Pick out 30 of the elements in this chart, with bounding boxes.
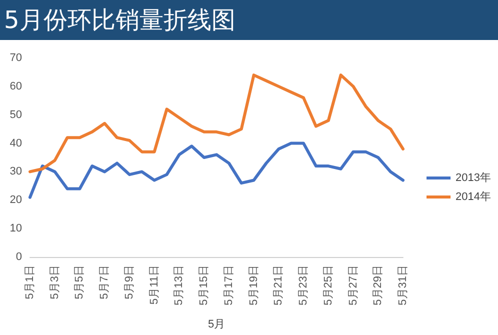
x-tick-label: 5月25日	[322, 265, 334, 306]
x-tick-label: 5月17日	[222, 265, 235, 306]
y-tick-label: 10	[10, 222, 22, 235]
y-tick-label: 20	[10, 194, 22, 206]
y-tick-label: 40	[10, 137, 22, 150]
x-tick-label: 5月13日	[173, 265, 186, 306]
x-tick-label: 5月11日	[148, 265, 160, 305]
x-tick-label: 5月7日	[98, 265, 111, 300]
x-tick-label: 5月31日	[397, 265, 409, 306]
x-tick-label: 5月19日	[248, 265, 260, 306]
x-tick-label: 5月3日	[48, 265, 61, 300]
x-tick-label: 5月27日	[347, 265, 360, 306]
x-tick-label: 5月21日	[272, 265, 285, 306]
x-tick-label: 5月15日	[198, 265, 210, 306]
x-axis-title: 5月	[208, 318, 226, 330]
x-tick-label: 5月5日	[74, 265, 86, 300]
y-tick-label: 70	[10, 52, 22, 64]
x-tick-label: 5月23日	[298, 265, 310, 306]
y-tick-label: 50	[10, 108, 22, 121]
legend-label: 2013年	[456, 172, 492, 184]
y-tick-label: 0	[16, 251, 22, 263]
y-tick-label: 60	[10, 80, 22, 92]
line-series	[28, 142, 404, 199]
line-series	[28, 74, 404, 174]
x-tick-label: 5月29日	[372, 265, 384, 306]
chart-title: 5月份环比销量折线图	[0, 0, 498, 40]
legend-label: 2014年	[456, 191, 492, 203]
x-tick-label: 5月9日	[123, 265, 136, 300]
y-tick-label: 30	[10, 166, 22, 178]
x-tick-label: 5月1日	[24, 265, 36, 300]
